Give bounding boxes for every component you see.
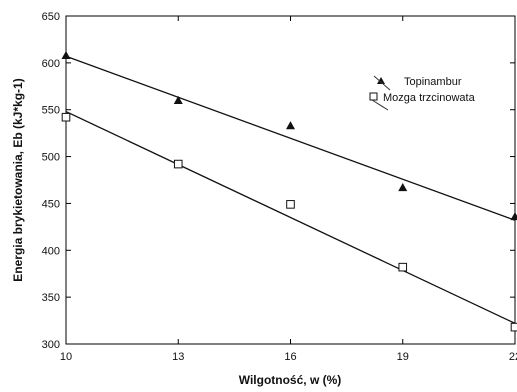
data-point-topinambur <box>286 121 295 130</box>
trendline-series-0 <box>65 55 516 221</box>
y-tick-label: 450 <box>42 198 60 210</box>
x-axis-title: Wilgotność, w (%) <box>239 373 342 387</box>
y-tick-label: 650 <box>42 11 60 23</box>
x-ticks: 10 13 16 19 22 <box>60 16 517 363</box>
legend: Topinambur Mozga trzcinowata <box>369 75 476 111</box>
x-tick-label: 16 <box>284 351 296 363</box>
data-point-mozga <box>286 200 295 209</box>
x-tick-label: 19 <box>397 351 409 363</box>
x-tick-label: 13 <box>172 351 184 363</box>
y-ticks: 300 350 400 450 500 550 600 650 <box>42 11 515 351</box>
trendlines <box>65 55 516 324</box>
legend-line-mozga <box>371 99 389 111</box>
data-point-mozga <box>61 112 71 122</box>
plot-area <box>65 15 516 345</box>
x-tick-label: 22 <box>509 351 517 363</box>
y-tick-label: 600 <box>42 58 60 70</box>
data-point-topinambur <box>398 182 408 192</box>
legend-label-topinambur: Topinambur <box>404 76 462 88</box>
data-point-mozga <box>173 159 183 169</box>
data-point-topinambur <box>61 50 71 59</box>
y-tick-label: 300 <box>42 339 60 351</box>
trendline-series-1 <box>65 111 516 324</box>
y-tick-label: 400 <box>42 245 60 257</box>
legend-marker-topinambur <box>377 77 385 84</box>
data-points <box>61 50 517 332</box>
data-point-topinambur <box>173 95 183 104</box>
y-tick-label: 500 <box>42 152 60 164</box>
data-point-mozga <box>510 322 517 332</box>
data-point-topinambur <box>510 212 517 221</box>
y-tick-label: 550 <box>42 105 60 117</box>
legend-marker-mozga <box>369 92 378 101</box>
x-tick-label: 10 <box>60 351 72 363</box>
y-tick-label: 350 <box>42 292 60 304</box>
legend-line-topinambur <box>373 75 391 91</box>
legend-label-mozga: Mozga trzcinowata <box>383 92 476 104</box>
y-axis-title: Energia brykietowania, Eb (kJ*kg-1) <box>11 78 25 281</box>
data-point-mozga <box>398 262 408 272</box>
